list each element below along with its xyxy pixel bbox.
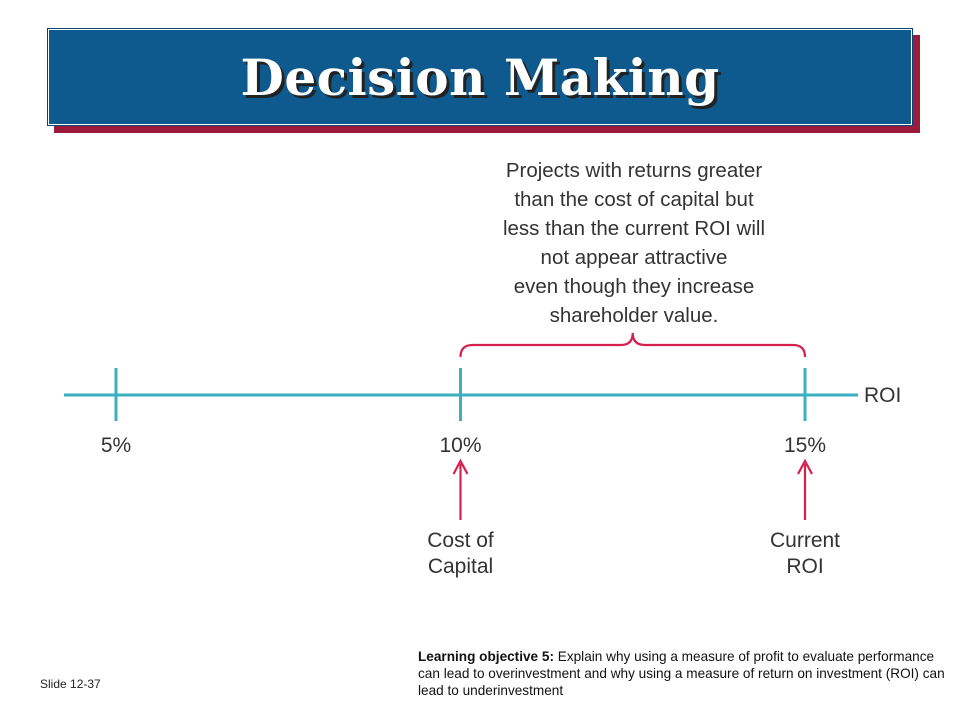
tick-label: 15% (784, 434, 826, 457)
bracket-callout: Projects with returns greater than the c… (470, 156, 798, 330)
curly-bracket (459, 332, 807, 358)
objective-label: Learning objective 5: (418, 649, 554, 664)
learning-objective: Learning objective 5: Explain why using … (418, 648, 948, 699)
callout-line: even though they increase (513, 275, 755, 298)
callout-line: shareholder value. (549, 304, 719, 327)
callout-line: not appear attractive (540, 246, 728, 269)
tick-label: 10% (439, 434, 481, 457)
marker-line: Current (769, 529, 841, 552)
callout-line: than the cost of capital but (514, 188, 754, 211)
tick-label: 5% (101, 434, 131, 457)
arrow-up-icon (797, 458, 813, 475)
marker-line: ROI (786, 555, 824, 578)
marker-line: Capital (427, 555, 494, 578)
cost-of-capital-label: Cost of Capital (401, 528, 521, 580)
roi-axis-label: ROI (864, 384, 901, 407)
callout-line: less than the current ROI will (502, 217, 766, 240)
arrow-up-icon (452, 458, 469, 475)
marker-line: Cost of (427, 529, 494, 552)
current-roi-label: Current ROI (745, 528, 865, 580)
objective-text: Explain why using a measure of profit to… (418, 649, 945, 698)
slide-number: Slide 12-37 (40, 677, 101, 691)
slide-title: Decision Making (240, 47, 720, 107)
callout-line: Projects with returns greater (505, 159, 763, 182)
title-banner: Decision Making (47, 28, 913, 126)
